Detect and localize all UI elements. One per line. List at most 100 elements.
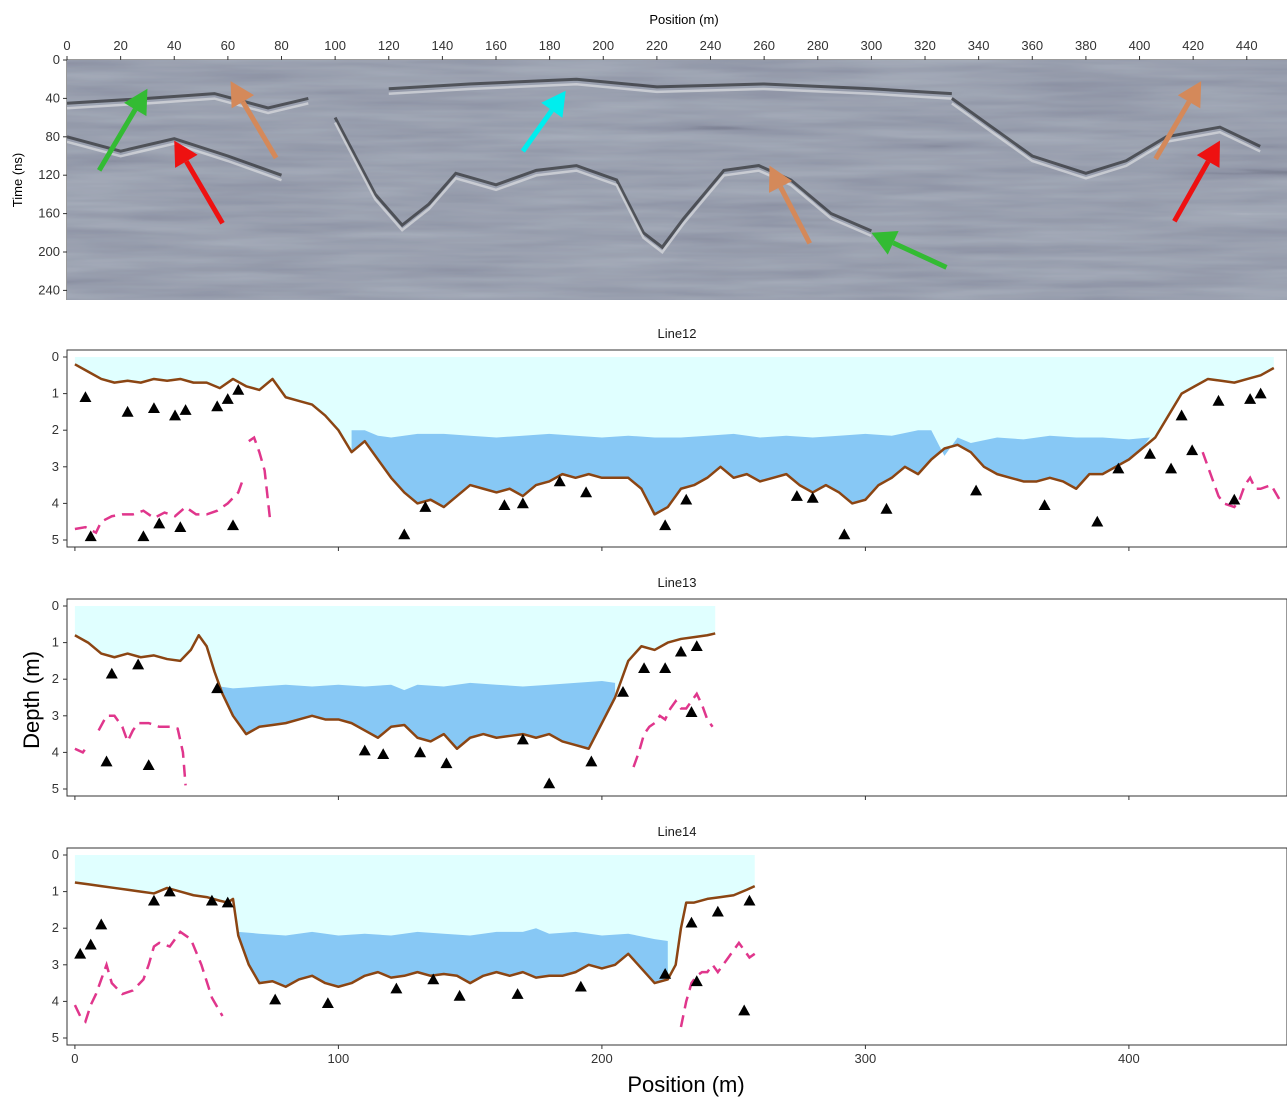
- marker-triangle-line12: [1038, 499, 1051, 511]
- y-tick-label-line14: 4: [52, 993, 59, 1008]
- gpr-x-tick-label: 60: [221, 38, 235, 53]
- gpr-arrow-tan-shaft: [240, 100, 279, 160]
- marker-triangle-line13: [105, 667, 118, 679]
- marker-triangle-line12: [1143, 447, 1156, 459]
- gpr-reflection-light: [951, 102, 1261, 180]
- dashed-reflector-line13: [632, 691, 714, 768]
- ice-fill-line12: [74, 357, 1274, 515]
- gpr-arrow-red-head: [1196, 140, 1220, 168]
- gpr-x-tick-label: 300: [861, 38, 883, 53]
- gpr-x-tick-label: 340: [968, 38, 990, 53]
- marker-triangle-line14: [84, 938, 97, 950]
- marker-triangle-line13: [543, 777, 556, 789]
- panel-title-line14: Line14: [657, 824, 696, 839]
- marker-triangle-line13: [690, 640, 703, 652]
- marker-triangle-line13: [414, 746, 427, 758]
- gpr-x-tick-label: 380: [1075, 38, 1097, 53]
- marker-triangle-line13: [211, 682, 224, 694]
- y-tick-label-line13: 1: [52, 635, 59, 650]
- gpr-x-tick-label: 160: [485, 38, 507, 53]
- y-tick-label-line13: 3: [52, 708, 59, 723]
- gpr-x-tick-label: 240: [700, 38, 722, 53]
- y-tick-label-line13: 5: [52, 781, 59, 796]
- marker-triangle-line13: [132, 658, 145, 670]
- marker-triangle-line12: [1254, 387, 1267, 399]
- gpr-arrow-green-head: [871, 231, 899, 255]
- gpr-x-tick-label: 180: [539, 38, 561, 53]
- gpr-arrow-tan-head: [230, 81, 254, 109]
- marker-triangle-line12: [790, 490, 803, 501]
- marker-triangle-line14: [659, 967, 672, 979]
- marker-triangle-line14: [574, 980, 587, 992]
- gpr-x-tick-label: 320: [914, 38, 936, 53]
- gpr-x-tick-label: 80: [274, 38, 288, 53]
- marker-triangle-line14: [711, 905, 724, 917]
- marker-triangle-line12: [147, 402, 160, 414]
- marker-triangle-line12: [516, 497, 529, 509]
- profile-line13: Line13 0 1 2 3 4 5: [52, 575, 1287, 800]
- marker-triangle-line14: [738, 1004, 751, 1016]
- marker-triangle-line14: [390, 982, 403, 994]
- marker-triangle-line13: [516, 733, 529, 745]
- marker-triangle-line13: [377, 748, 390, 760]
- gpr-reflection-dark: [67, 135, 283, 177]
- gpr-reflection-light: [388, 82, 952, 100]
- marker-triangle-line12: [121, 405, 134, 417]
- y-tick-label-line14: 3: [52, 957, 59, 972]
- marker-triangle-line12: [211, 400, 224, 412]
- water-fill-line12: [351, 430, 1150, 515]
- x-tick-label-line14: 200: [591, 1051, 613, 1066]
- marker-triangle-line12: [880, 502, 893, 514]
- marker-triangle-line14: [743, 894, 756, 906]
- gpr-reflection-dark: [950, 97, 1261, 175]
- marker-triangle-line12: [659, 519, 672, 531]
- gpr-image: [67, 60, 1287, 300]
- gpr-reflection-light: [67, 97, 309, 115]
- gpr-x-tick-label: 420: [1182, 38, 1204, 53]
- marker-triangle-line13: [659, 662, 672, 674]
- gpr-x-tick-label: 280: [807, 38, 829, 53]
- gpr-arrow-tan-head: [768, 165, 793, 193]
- marker-triangle-line13: [100, 755, 113, 767]
- gpr-x-tick-label: 360: [1021, 38, 1043, 53]
- y-tick-label-line12: 2: [52, 422, 59, 437]
- gpr-x-tick-label: 440: [1236, 38, 1258, 53]
- marker-triangle-line14: [690, 975, 703, 987]
- dashed-reflector-line14: [73, 930, 224, 1024]
- marker-triangle-line13: [638, 662, 651, 674]
- dashed-reflector-line14: [679, 940, 756, 1028]
- marker-triangle-line14: [685, 916, 698, 928]
- marker-triangle-line12: [1175, 409, 1188, 421]
- marker-triangle-line13: [616, 686, 629, 697]
- gpr-panel: Position (m) 0 20 40 60 80 100 120 140 160 180 200…: [10, 12, 1287, 300]
- gpr-x-tick-label: 100: [324, 38, 346, 53]
- marker-triangle-line14: [147, 894, 160, 906]
- bed-line-line14: [74, 881, 756, 989]
- marker-triangle-line12: [806, 491, 819, 503]
- marker-triangle-line14: [221, 896, 234, 908]
- marker-triangle-line12: [1228, 493, 1241, 505]
- gpr-y-tick-label: 40: [46, 90, 60, 105]
- marker-triangle-line12: [221, 393, 234, 404]
- marker-triangle-line12: [680, 493, 693, 505]
- marker-triangle-line13: [440, 757, 453, 769]
- marker-triangle-line12: [137, 530, 150, 542]
- marker-triangle-line12: [580, 486, 593, 498]
- bed-line-line13: [74, 632, 716, 750]
- marker-triangle-line12: [1186, 444, 1199, 456]
- marker-triangle-line14: [453, 989, 466, 1001]
- y-tick-label-line13: 2: [52, 671, 59, 686]
- marker-triangle-line14: [427, 973, 440, 985]
- marker-triangle-line14: [95, 918, 108, 930]
- gpr-arrow-tan-head: [1177, 81, 1202, 109]
- gpr-x-tick-label: 400: [1129, 38, 1151, 53]
- marker-triangle-line12: [498, 499, 511, 511]
- gpr-x-tick-label: 20: [113, 38, 127, 53]
- gpr-x-tick-label: 40: [167, 38, 181, 53]
- gpr-x-tick-label: 140: [432, 38, 454, 53]
- panel-title-line13: Line13: [657, 575, 696, 590]
- gpr-arrows: [97, 81, 1220, 270]
- gpr-x-ticks: 0 20 40 60 80 100 120 140 160 180 200 220 240 260 280 3…: [63, 38, 1287, 61]
- marker-triangle-line12: [79, 391, 92, 403]
